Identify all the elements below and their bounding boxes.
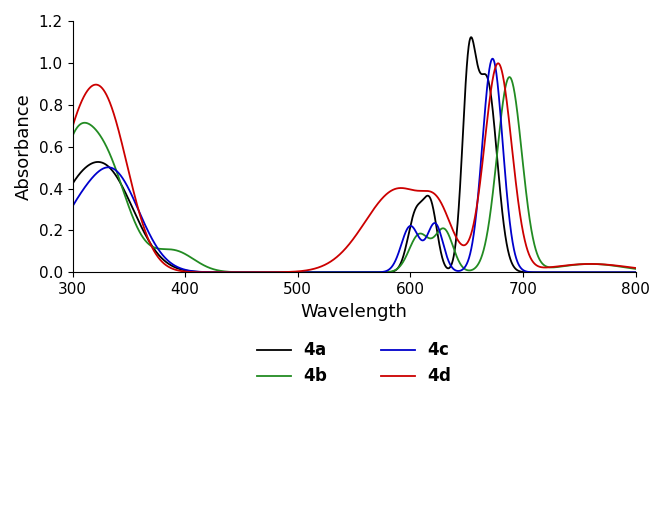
$\mathbf{4d}$ (494, 60, 502, 67)
$\mathbf{4a}$ (467, 34, 475, 40)
Line: $\mathbf{4b}$: $\mathbf{4b}$ (72, 77, 636, 272)
$\mathbf{4d}$ (621, 264, 629, 270)
Legend: $\mathbf{4a}$, $\mathbf{4b}$, $\mathbf{4c}$, $\mathbf{4d}$: $\mathbf{4a}$, $\mathbf{4b}$, $\mathbf{4… (251, 335, 457, 391)
$\mathbf{4d}$ (632, 265, 640, 271)
Line: $\mathbf{4c}$: $\mathbf{4c}$ (72, 59, 636, 272)
$\mathbf{4c}$ (309, 269, 317, 275)
Y-axis label: Absorbance: Absorbance (15, 93, 33, 200)
Line: $\mathbf{4d}$: $\mathbf{4d}$ (72, 64, 636, 272)
$\mathbf{4c}$ (489, 56, 497, 62)
X-axis label: Wavelength: Wavelength (301, 303, 408, 321)
$\mathbf{4b}$ (632, 266, 640, 272)
$\mathbf{4a}$ (309, 269, 317, 275)
$\mathbf{4b}$ (560, 263, 568, 269)
$\mathbf{4c}$ (68, 203, 76, 209)
$\mathbf{4d}$ (68, 124, 76, 130)
$\mathbf{4b}$ (329, 269, 336, 275)
$\mathbf{4c}$ (560, 269, 568, 275)
$\mathbf{4a}$ (620, 269, 628, 275)
$\mathbf{4b}$ (621, 264, 629, 270)
$\mathbf{4a}$ (560, 269, 568, 275)
$\mathbf{4d}$ (560, 263, 568, 269)
$\mathbf{4b}$ (505, 74, 513, 80)
$\mathbf{4d}$ (285, 269, 293, 275)
$\mathbf{4b}$ (166, 246, 174, 252)
$\mathbf{4c}$ (620, 269, 628, 275)
$\mathbf{4d}$ (166, 265, 174, 271)
$\mathbf{4c}$ (133, 203, 141, 209)
$\mathbf{4c}$ (285, 269, 293, 275)
$\mathbf{4a}$ (285, 269, 293, 275)
$\mathbf{4d}$ (133, 201, 141, 207)
$\mathbf{4d}$ (309, 266, 317, 272)
$\mathbf{4d}$ (227, 269, 235, 275)
Line: $\mathbf{4a}$: $\mathbf{4a}$ (72, 37, 636, 272)
$\mathbf{4a}$ (632, 269, 640, 275)
$\mathbf{4b}$ (133, 223, 141, 229)
$\mathbf{4b}$ (68, 133, 76, 139)
$\mathbf{4a}$ (68, 181, 76, 187)
$\mathbf{4c}$ (166, 260, 174, 266)
$\mathbf{4a}$ (133, 214, 141, 220)
$\mathbf{4c}$ (632, 269, 640, 275)
$\mathbf{4b}$ (309, 269, 317, 275)
$\mathbf{4a}$ (166, 262, 174, 268)
$\mathbf{4b}$ (285, 269, 293, 275)
